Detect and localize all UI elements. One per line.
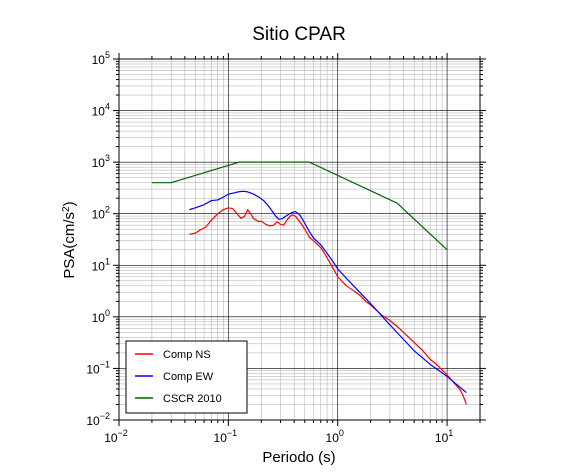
y-tick-label: 10−1 — [86, 359, 110, 376]
y-axis-label-base: PSA(cm/s — [61, 212, 78, 279]
y-tick-label: 103 — [92, 153, 110, 170]
plot-frame — [118, 58, 481, 421]
y-tick-label: 105 — [92, 50, 110, 67]
legend: Comp NS Comp EW CSCR 2010 — [125, 340, 248, 414]
plot-series — [151, 161, 467, 405]
legend-entries: Comp NS Comp EW CSCR 2010 — [135, 349, 222, 405]
chart-title: Sitio CPAR — [252, 24, 346, 45]
x-tick-label: 10−1 — [214, 428, 238, 445]
y-axis-label: PSA(cm/s2) — [61, 201, 79, 278]
y-tick-label: 104 — [92, 102, 110, 119]
legend-label: Comp NS — [163, 349, 211, 361]
y-tick-label: 10−2 — [86, 411, 110, 428]
x-tick-label: 100 — [326, 428, 344, 445]
legend-label: CSCR 2010 — [163, 393, 222, 405]
y-tick-label: 102 — [92, 205, 110, 222]
axis-ticks — [113, 53, 486, 426]
y-tick-label: 101 — [92, 256, 110, 273]
series-line-comp-ns — [189, 207, 467, 405]
legend-label: Comp EW — [163, 371, 214, 383]
legend-box — [125, 340, 248, 414]
y-tick-label: 100 — [92, 308, 110, 325]
x-axis-label: Periodo (s) — [262, 449, 335, 466]
series-line-comp-ew — [189, 190, 467, 394]
x-tick-label: 101 — [435, 428, 453, 445]
y-axis-label-end: ) — [61, 201, 78, 206]
x-tick-labels: 10−2 10−1 100 101 — [104, 428, 453, 445]
x-tick-label: 10−2 — [104, 428, 128, 445]
y-tick-labels: 10−2 10−1 100 101 102 103 104 105 — [86, 50, 110, 428]
series-line-cscr-2010 — [151, 161, 448, 251]
grid-minor — [119, 59, 481, 420]
y-axis-label-superscript: 2 — [61, 206, 72, 212]
